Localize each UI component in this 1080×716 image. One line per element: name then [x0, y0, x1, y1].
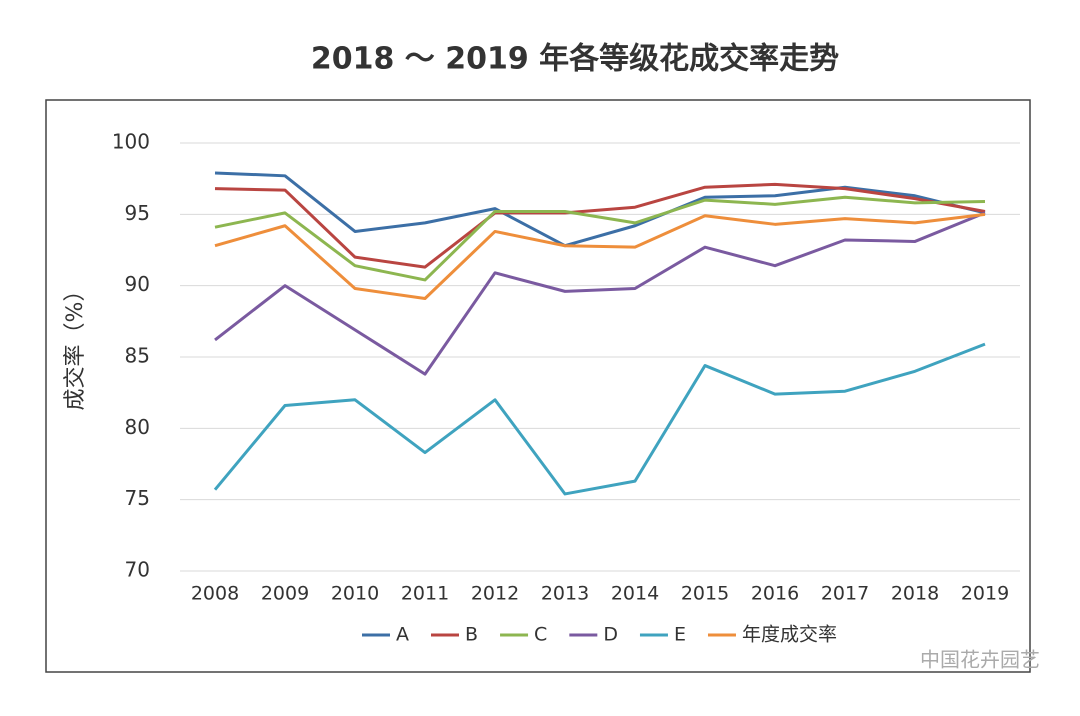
series-line: [213, 342, 986, 496]
series-line: [214, 195, 986, 282]
y-tick-label: 80: [125, 415, 150, 439]
series-line: [214, 182, 986, 269]
x-tick-label: 2013: [541, 583, 589, 605]
y-tick-label: 75: [125, 486, 150, 510]
y-axis-label: 成交率（%）: [63, 280, 88, 411]
legend-label: C: [534, 624, 547, 646]
x-tick-label: 2009: [261, 583, 309, 605]
series-line: [214, 212, 986, 301]
x-tick-label: 2012: [471, 583, 519, 605]
y-tick-label: 95: [125, 201, 150, 225]
legend-label: B: [465, 624, 478, 646]
watermark: 中国花卉园艺: [920, 648, 1040, 672]
chart-title: 2018 ～ 2019 年各等级花成交率走势: [311, 42, 839, 77]
x-tick-label: 2015: [681, 583, 729, 605]
y-tick-label: 90: [125, 272, 150, 296]
x-tick-label: 2008: [191, 583, 239, 605]
y-tick-label: 85: [125, 344, 150, 368]
y-tick-label: 70: [125, 558, 150, 582]
y-tick-label: 100: [112, 130, 150, 154]
x-tick-label: 2011: [401, 583, 449, 605]
x-tick-label: 2014: [611, 583, 659, 605]
x-tick-label: 2017: [821, 583, 869, 605]
series-line: [214, 171, 986, 248]
legend-label: D: [603, 624, 618, 646]
x-tick-label: 2010: [331, 583, 379, 605]
x-tick-label: 2019: [961, 583, 1009, 605]
legend-label: E: [674, 624, 686, 646]
x-tick-label: 2016: [751, 583, 799, 605]
series-line: [214, 211, 986, 376]
legend-label: 年度成交率: [742, 624, 837, 646]
legend-label: A: [396, 624, 409, 646]
x-tick-label: 2018: [891, 583, 939, 605]
